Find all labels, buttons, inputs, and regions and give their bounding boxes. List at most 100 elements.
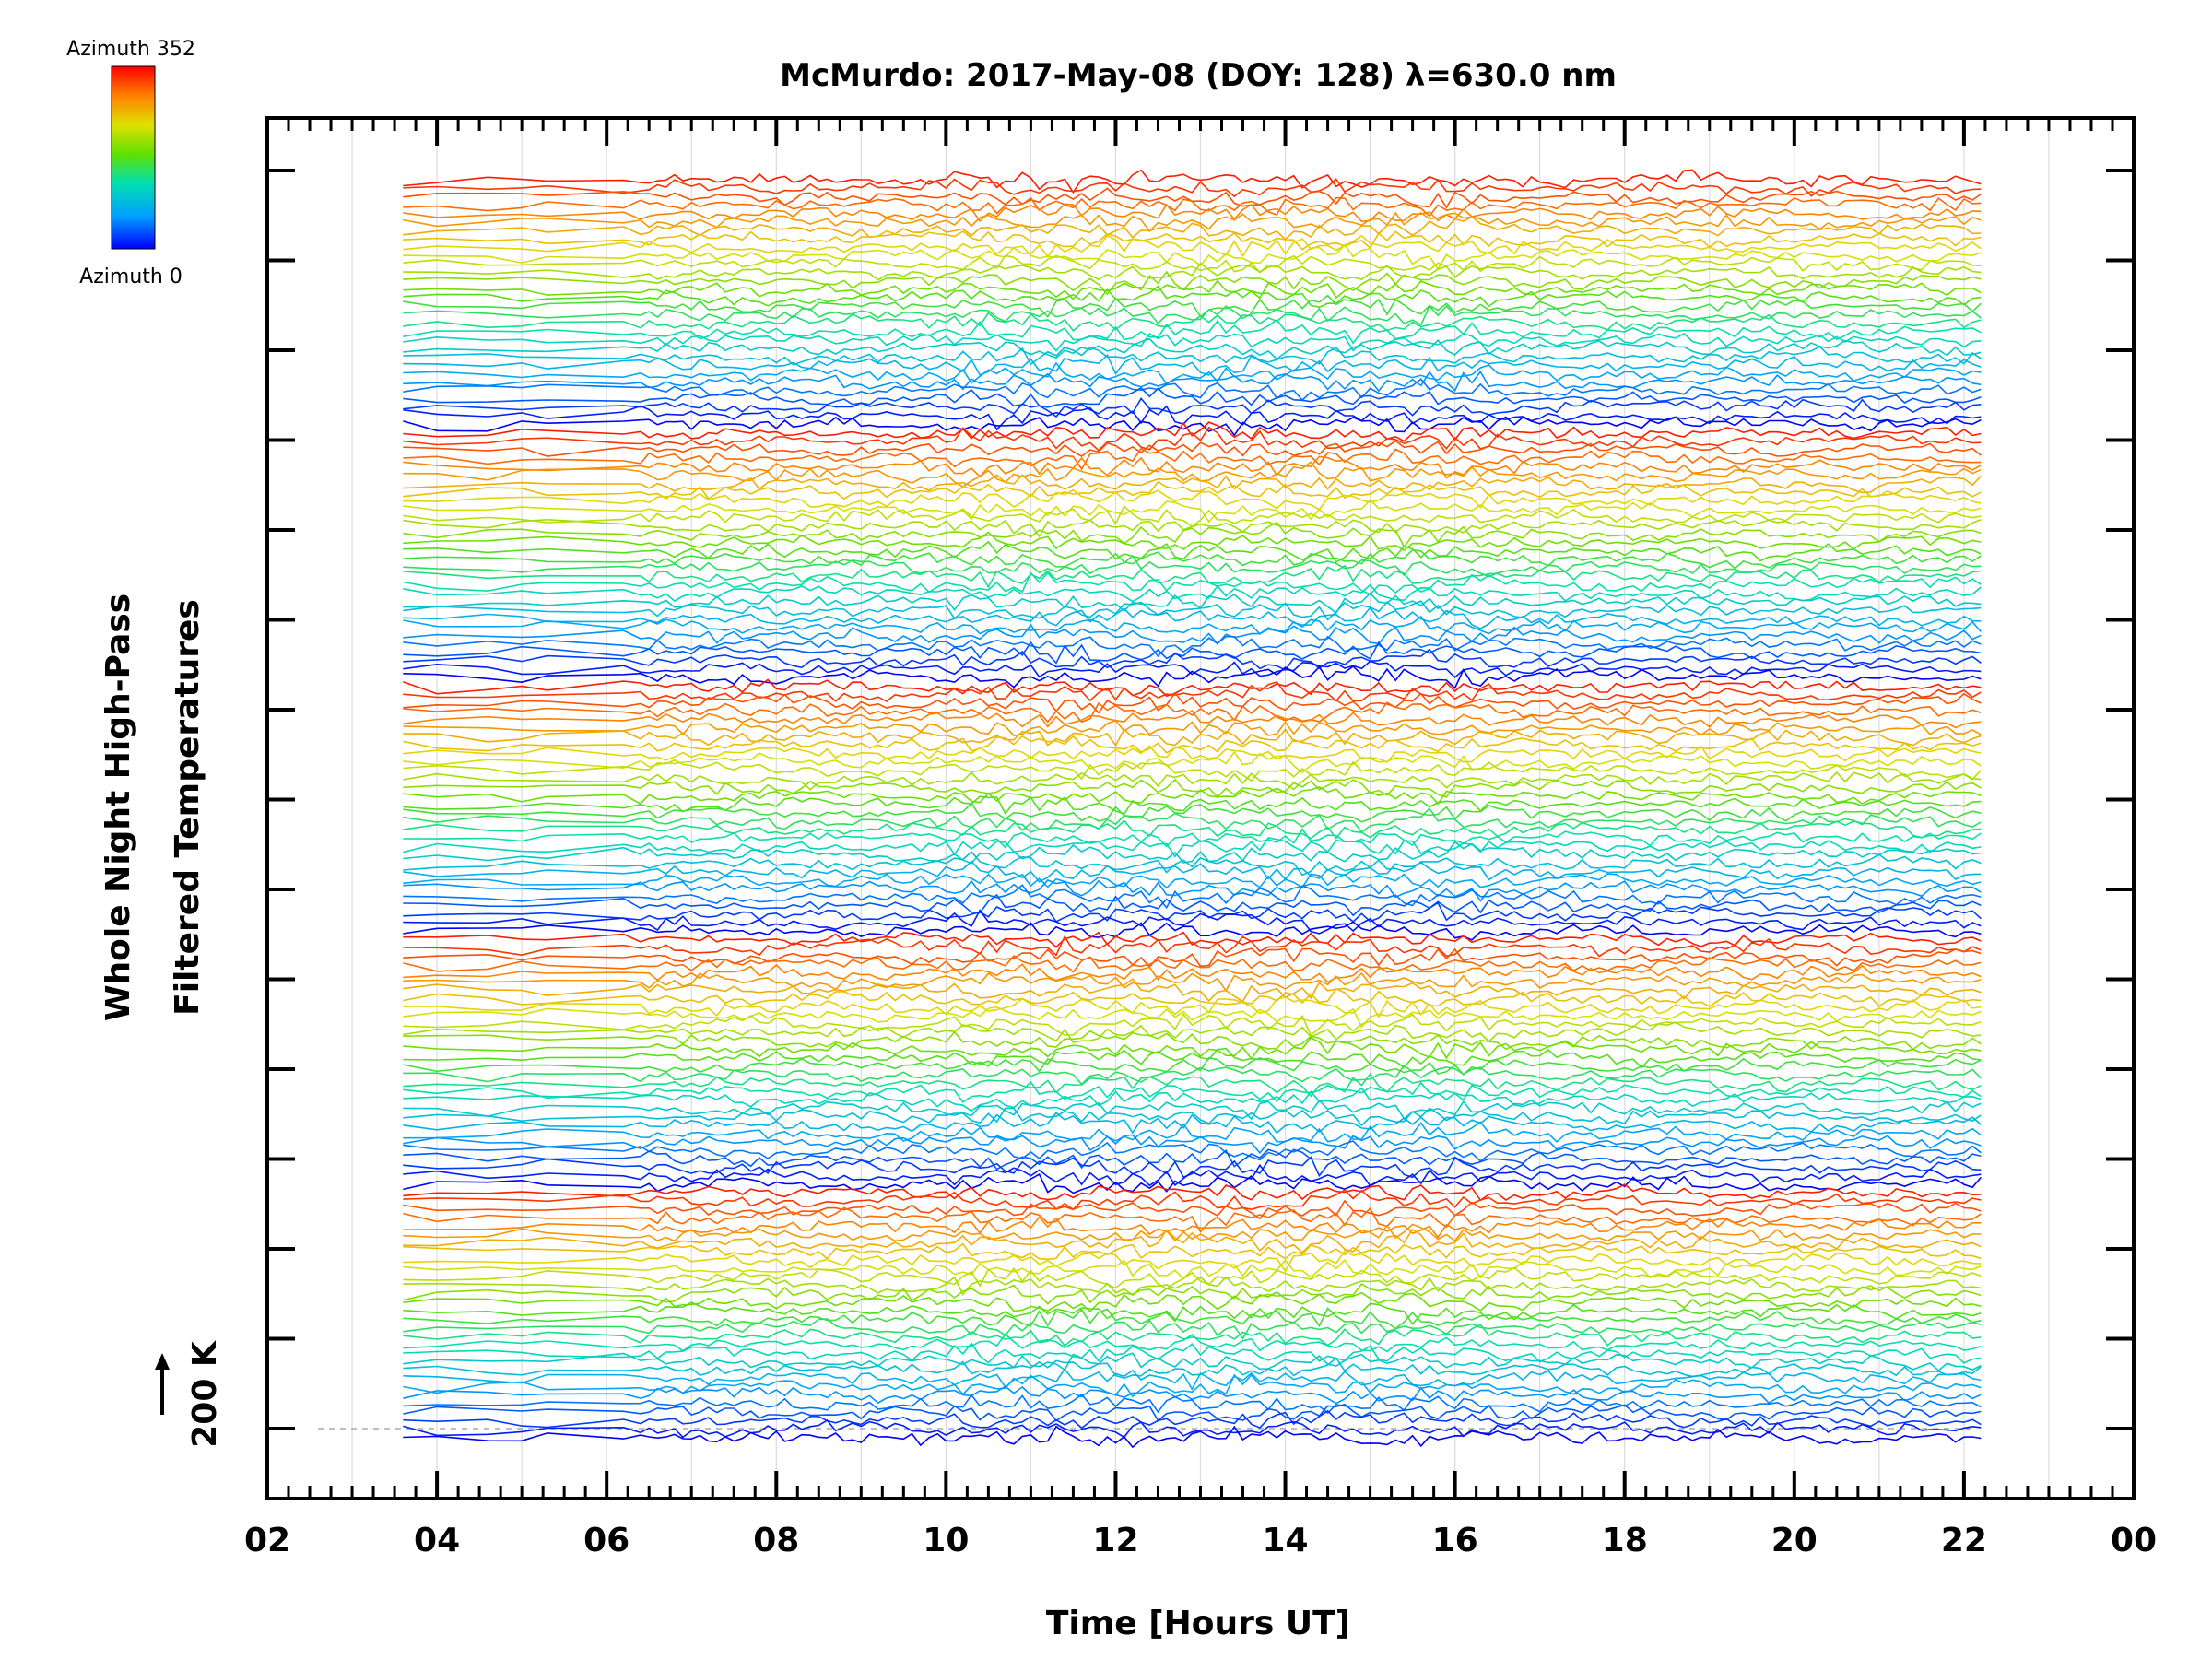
temperature-series-line [403,735,1982,754]
temperature-series-line [403,1393,1982,1415]
temperature-series-line [403,346,1982,366]
x-tick-label: 06 [583,1522,629,1559]
x-tick-label: 22 [1941,1522,1987,1559]
temperature-series-line [403,270,1982,296]
temperature-series-line [403,806,1982,833]
temperature-series-line [403,851,1982,877]
temperature-series-line [403,196,1982,218]
temperature-series-line [403,312,1982,333]
colorbar-top-label: Azimuth 352 [66,38,195,61]
temperature-series-line [403,564,1982,589]
temperature-series-line [403,710,1982,729]
temperature-series-line [403,1163,1982,1187]
temperature-series-line [403,583,1982,603]
temperature-series-line [403,1047,1982,1069]
temperature-series-line [403,701,1982,724]
temperature-series-line [403,1301,1982,1325]
temperature-series-line [403,1112,1982,1135]
temperature-series-line [403,474,1982,494]
temperature-series-line [403,935,1982,958]
temperature-series-line [403,955,1982,973]
temperature-series-line [403,947,1982,969]
temperature-series-line [403,416,1982,437]
temperature-series-line [403,461,1982,488]
temperature-series-line [403,1030,1982,1051]
temperature-series-line [403,1037,1982,1061]
temperature-series-line [403,819,1982,840]
temperature-series-line [403,771,1982,791]
temperature-series-line [403,1156,1982,1179]
x-tick-label: 10 [923,1522,969,1559]
temperature-series-line [403,1403,1982,1422]
x-tick-labels: 02 04 06 08 10 12 14 16 18 20 22 00 [244,1522,2157,1559]
temperature-series-line [403,879,1982,902]
temperature-series-line [403,931,1982,948]
temperature-series-line [403,1418,1982,1439]
temperature-series-line [403,837,1982,858]
scale-label: 200 K [186,1340,224,1448]
x-tick-label: 04 [414,1522,460,1559]
temperature-series-line [403,987,1982,1008]
temperature-series-line [403,786,1982,806]
x-tick-label: 18 [1602,1522,1648,1559]
axis-ticks [265,118,2136,1499]
temperature-series-line [403,1216,1982,1239]
temperature-series-line [403,615,1982,635]
temperature-series-line [403,521,1982,548]
temperature-series-line [403,1206,1982,1233]
temperature-series-line [403,1318,1982,1340]
temperature-series-line [403,1148,1982,1171]
temperature-series-line [403,660,1982,678]
colorbar-bottom-label: Azimuth 0 [79,265,182,288]
temperature-series-line [403,187,1982,209]
temperature-series-line [403,1385,1982,1405]
temperature-series-line [403,548,1982,570]
x-tick-label: 14 [1262,1522,1308,1559]
temperature-series-line [403,1242,1982,1261]
temperature-series-line [403,1276,1982,1297]
temperature-series-line [403,405,1982,431]
chart-title: McMurdo: 2017-May-08 (DOY: 128) λ=630.0 … [780,57,1617,94]
temperature-series-line [403,719,1982,737]
temperature-series-line [403,285,1982,309]
temperature-series-line [403,1409,1982,1430]
temperature-series-line [403,1342,1982,1364]
temperature-series-line [403,1228,1982,1254]
temperature-series-line [403,728,1982,747]
scale-arrow-head [155,1353,170,1370]
temperature-series-line [403,1357,1982,1380]
temperature-series-line [403,333,1982,352]
temperature-series-line [403,397,1982,418]
temperature-series-line [403,1425,1982,1449]
x-tick-label: 12 [1092,1522,1138,1559]
temperature-series-line [403,893,1982,917]
temperature-series-line [403,1056,1982,1077]
temperature-series-line [403,571,1982,595]
temperature-series-line [403,1021,1982,1043]
temperature-series-line [403,1107,1982,1127]
temperature-series-line [403,1087,1982,1112]
temperature-series-line [403,1012,1982,1037]
temperature-series-line [403,488,1982,511]
temperature-series-line [403,1134,1982,1155]
temperature-series-line [403,203,1982,223]
temperature-series-line [403,1199,1982,1220]
temperature-series-line [403,1367,1982,1391]
temperature-series-line [403,229,1982,251]
temperature-series-line [403,606,1982,629]
temperature-series-line [403,901,1982,924]
x-tick-label: 20 [1771,1522,1818,1559]
temperature-series-line [403,1183,1982,1202]
temperature-series-line [403,750,1982,774]
temperature-series-line [403,531,1982,551]
temperature-series-line [403,370,1982,393]
temperature-series-line [403,426,1982,452]
temperature-series-line [403,319,1982,345]
temperature-series-line [403,254,1982,274]
temperature-series-line [403,884,1982,910]
temperature-series-line [403,600,1982,621]
temperature-series-line [403,480,1982,500]
temperature-series-line [403,1223,1982,1242]
temperature-series-line [403,211,1982,233]
temperature-series-line [403,1172,1982,1194]
